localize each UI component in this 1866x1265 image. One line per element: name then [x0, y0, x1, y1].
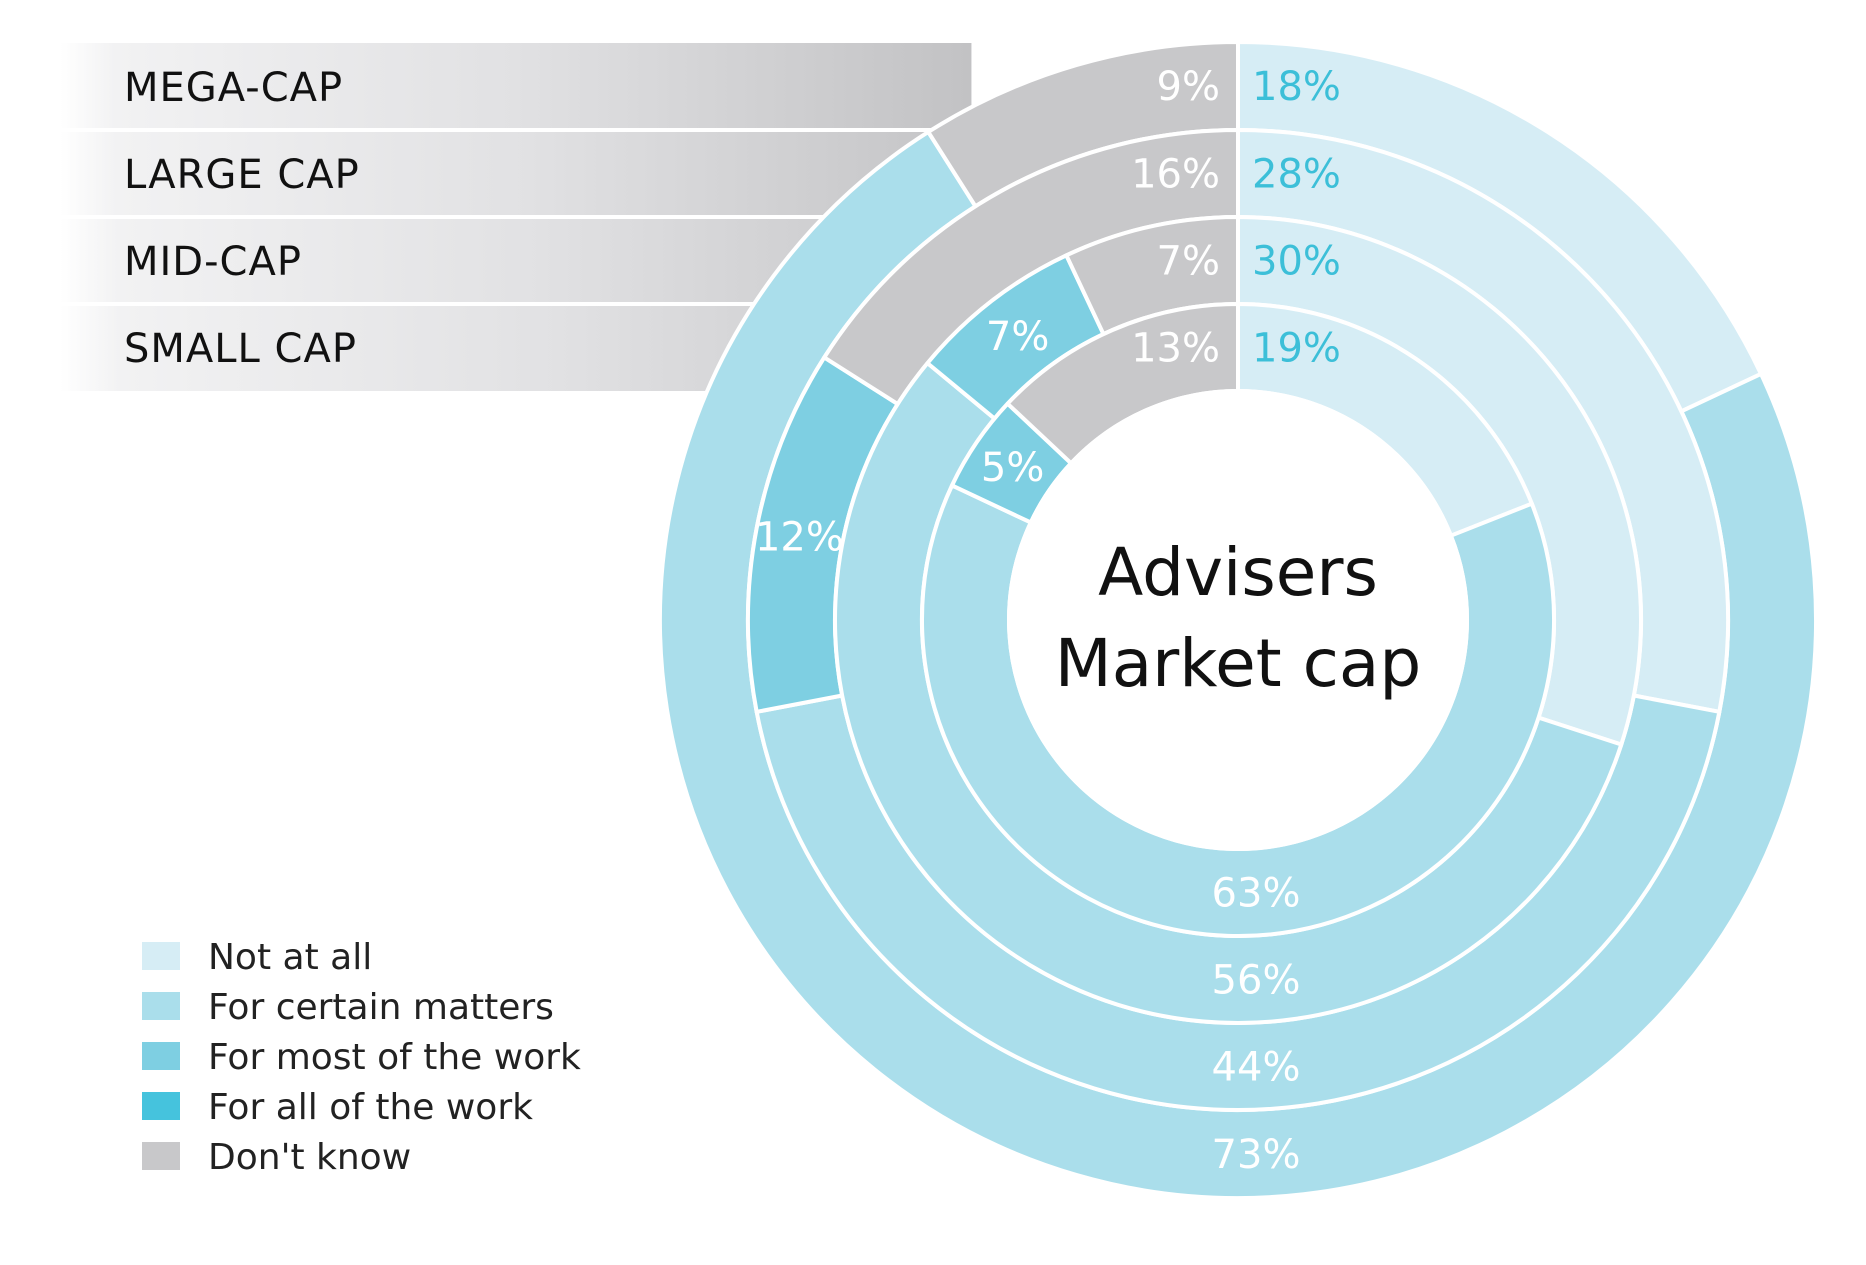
- legend-label: Not at all: [208, 937, 372, 978]
- legend-label: For certain matters: [208, 987, 554, 1028]
- legend: Not at all For certain matters For most of…: [142, 937, 581, 1178]
- data-label: 12%: [755, 514, 844, 560]
- chart-title: Advisers Market cap: [1055, 534, 1421, 702]
- ring-label: MEGA-CAP: [124, 65, 343, 111]
- chart-title-line-2: Market cap: [1055, 625, 1421, 702]
- legend-label: Don't know: [208, 1137, 411, 1178]
- data-label: 18%: [1252, 64, 1341, 110]
- data-labels: 18% 73% 9% 28% 44% 12% 16% 30% 56% 7% 7% 19% 63% 5% 13…: [755, 64, 1341, 1178]
- ring-labels: MEGA-CAP LARGE CAP MID-CAP SMALL CAP: [124, 65, 360, 372]
- legend-swatch-for-most-of-the-work: [142, 1042, 180, 1070]
- data-label: 30%: [1252, 239, 1341, 285]
- center-hole: [1007, 389, 1469, 851]
- legend-swatch-for-certain-matters: [142, 992, 180, 1020]
- ring-label: MID-CAP: [124, 239, 302, 285]
- ring-label: LARGE CAP: [124, 152, 360, 198]
- data-label: 73%: [1212, 1132, 1301, 1178]
- chart-title-line-1: Advisers: [1098, 534, 1378, 611]
- ring-label: SMALL CAP: [124, 326, 357, 372]
- legend-swatch-not-at-all: [142, 942, 180, 970]
- data-label: 7%: [1157, 239, 1220, 285]
- data-label: 16%: [1131, 152, 1220, 198]
- data-label: 13%: [1131, 326, 1220, 372]
- data-label: 28%: [1252, 152, 1341, 198]
- data-label: 63%: [1212, 871, 1301, 917]
- legend-label: For most of the work: [208, 1037, 581, 1078]
- data-label: 9%: [1157, 64, 1220, 110]
- data-label: 7%: [986, 314, 1049, 360]
- data-label: 44%: [1212, 1045, 1301, 1091]
- rings: [658, 40, 1818, 1200]
- data-label: 19%: [1252, 326, 1341, 372]
- legend-label: For all of the work: [208, 1087, 533, 1128]
- legend-swatch-dont-know: [142, 1142, 180, 1170]
- data-label: 5%: [981, 445, 1044, 491]
- ring-label-band: [60, 43, 972, 130]
- data-label: 56%: [1212, 958, 1301, 1004]
- legend-swatch-for-all-of-the-work: [142, 1092, 180, 1120]
